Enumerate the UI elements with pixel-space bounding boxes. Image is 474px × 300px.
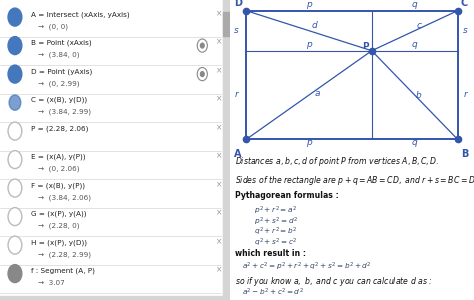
Text: H = (x(P), y(D)): H = (x(P), y(D)) bbox=[31, 239, 87, 246]
Text: Distances $a, b, c, d$ of point $P$ from vertices $A, B, C, D.$: Distances $a, b, c, d$ of point $P$ from… bbox=[235, 154, 439, 167]
Circle shape bbox=[201, 72, 204, 76]
Text: ×: × bbox=[216, 208, 223, 217]
Text: ×: × bbox=[216, 266, 223, 274]
Text: ×: × bbox=[216, 237, 223, 246]
Text: D = Point (yAxis): D = Point (yAxis) bbox=[31, 68, 92, 75]
Text: r: r bbox=[235, 91, 238, 100]
Text: A = Intersect (xAxis, yAxis): A = Intersect (xAxis, yAxis) bbox=[31, 11, 130, 18]
Circle shape bbox=[8, 65, 22, 83]
Text: b: b bbox=[416, 92, 422, 100]
Text: ×: × bbox=[216, 180, 223, 189]
Text: p: p bbox=[306, 40, 312, 49]
Circle shape bbox=[8, 265, 22, 283]
Text: ×: × bbox=[216, 38, 223, 46]
Circle shape bbox=[8, 208, 22, 226]
Text: E = (x(A), y(P)): E = (x(A), y(P)) bbox=[31, 154, 85, 160]
Text: D: D bbox=[234, 0, 242, 8]
Circle shape bbox=[197, 39, 207, 52]
Text: a: a bbox=[315, 89, 320, 98]
Text: ×: × bbox=[216, 66, 223, 75]
Text: G = (x(P), y(A)): G = (x(P), y(A)) bbox=[31, 211, 87, 217]
Text: C = (x(B), y(D)): C = (x(B), y(D)) bbox=[31, 97, 87, 104]
Text: $q^2 + r^2 = b^2$: $q^2 + r^2 = b^2$ bbox=[254, 226, 298, 238]
Text: →  (3.84, 2.06): → (3.84, 2.06) bbox=[38, 194, 91, 201]
Bar bbox=[0, 296, 230, 300]
Bar bbox=[223, 0, 230, 300]
Text: q: q bbox=[412, 40, 418, 49]
Text: ×: × bbox=[216, 9, 223, 18]
Text: →  3.07: → 3.07 bbox=[38, 280, 64, 286]
Text: F = (x(B), y(P)): F = (x(B), y(P)) bbox=[31, 182, 85, 189]
Text: $a^2 - b^2 + c^2 = d^2$: $a^2 - b^2 + c^2 = d^2$ bbox=[242, 286, 304, 298]
Text: →  (3.84, 0): → (3.84, 0) bbox=[38, 52, 80, 58]
Text: →  (0, 0): → (0, 0) bbox=[38, 23, 68, 30]
Text: A: A bbox=[234, 149, 242, 159]
Text: r: r bbox=[464, 91, 468, 100]
Text: ×: × bbox=[216, 152, 223, 160]
Text: C: C bbox=[461, 0, 468, 8]
Text: $a^2 + c^2 = p^2 + r^2 + q^2 + s^2 = b^2 + d^2$: $a^2 + c^2 = p^2 + r^2 + q^2 + s^2 = b^2… bbox=[242, 261, 372, 273]
Text: q: q bbox=[412, 138, 418, 147]
Text: p: p bbox=[306, 0, 312, 9]
Text: →  (2.28, 0): → (2.28, 0) bbox=[38, 223, 80, 229]
Text: P: P bbox=[362, 42, 368, 51]
Circle shape bbox=[8, 236, 22, 254]
Text: s: s bbox=[464, 26, 468, 35]
Circle shape bbox=[201, 43, 204, 48]
Text: $p^2 + r^2 = a^2$: $p^2 + r^2 = a^2$ bbox=[254, 205, 298, 217]
Text: →  (3.84, 2.99): → (3.84, 2.99) bbox=[38, 109, 91, 115]
Circle shape bbox=[8, 37, 22, 55]
Text: q: q bbox=[412, 0, 418, 9]
Text: ×: × bbox=[216, 94, 223, 103]
Text: $p^2 + s^2 = d^2$: $p^2 + s^2 = d^2$ bbox=[254, 215, 299, 228]
Text: p: p bbox=[306, 138, 312, 147]
Bar bbox=[223, 12, 230, 36]
Text: s: s bbox=[234, 26, 239, 35]
Text: c: c bbox=[417, 21, 421, 30]
Text: B: B bbox=[461, 149, 468, 159]
Text: which result in :: which result in : bbox=[235, 249, 306, 258]
Text: B = Point (xAxis): B = Point (xAxis) bbox=[31, 40, 91, 46]
Text: $q^2 + s^2 = c^2$: $q^2 + s^2 = c^2$ bbox=[254, 236, 298, 248]
Text: →  (2.28, 2.99): → (2.28, 2.99) bbox=[38, 251, 91, 258]
Text: Sides of the rectangle are $p + q = AB = CD,$ and $r + s = BC = DA$: Sides of the rectangle are $p + q = AB =… bbox=[235, 174, 474, 187]
Text: d: d bbox=[312, 21, 318, 30]
Circle shape bbox=[8, 151, 22, 169]
Text: →  (0, 2.99): → (0, 2.99) bbox=[38, 80, 80, 87]
Text: P = (2.28, 2.06): P = (2.28, 2.06) bbox=[31, 125, 89, 132]
Circle shape bbox=[8, 8, 22, 26]
Text: so if you know $a,$ $b,$ and $c$ you can calculate $d$ as :: so if you know $a,$ $b,$ and $c$ you can… bbox=[235, 274, 433, 287]
Text: →  (0, 2.06): → (0, 2.06) bbox=[38, 166, 80, 172]
Circle shape bbox=[8, 122, 22, 140]
Circle shape bbox=[8, 179, 22, 197]
Circle shape bbox=[197, 68, 207, 81]
Text: ×: × bbox=[216, 123, 223, 132]
Circle shape bbox=[9, 95, 21, 110]
Text: f : Segment (A, P): f : Segment (A, P) bbox=[31, 268, 95, 274]
Text: Pythagorean formulas :: Pythagorean formulas : bbox=[235, 190, 338, 200]
